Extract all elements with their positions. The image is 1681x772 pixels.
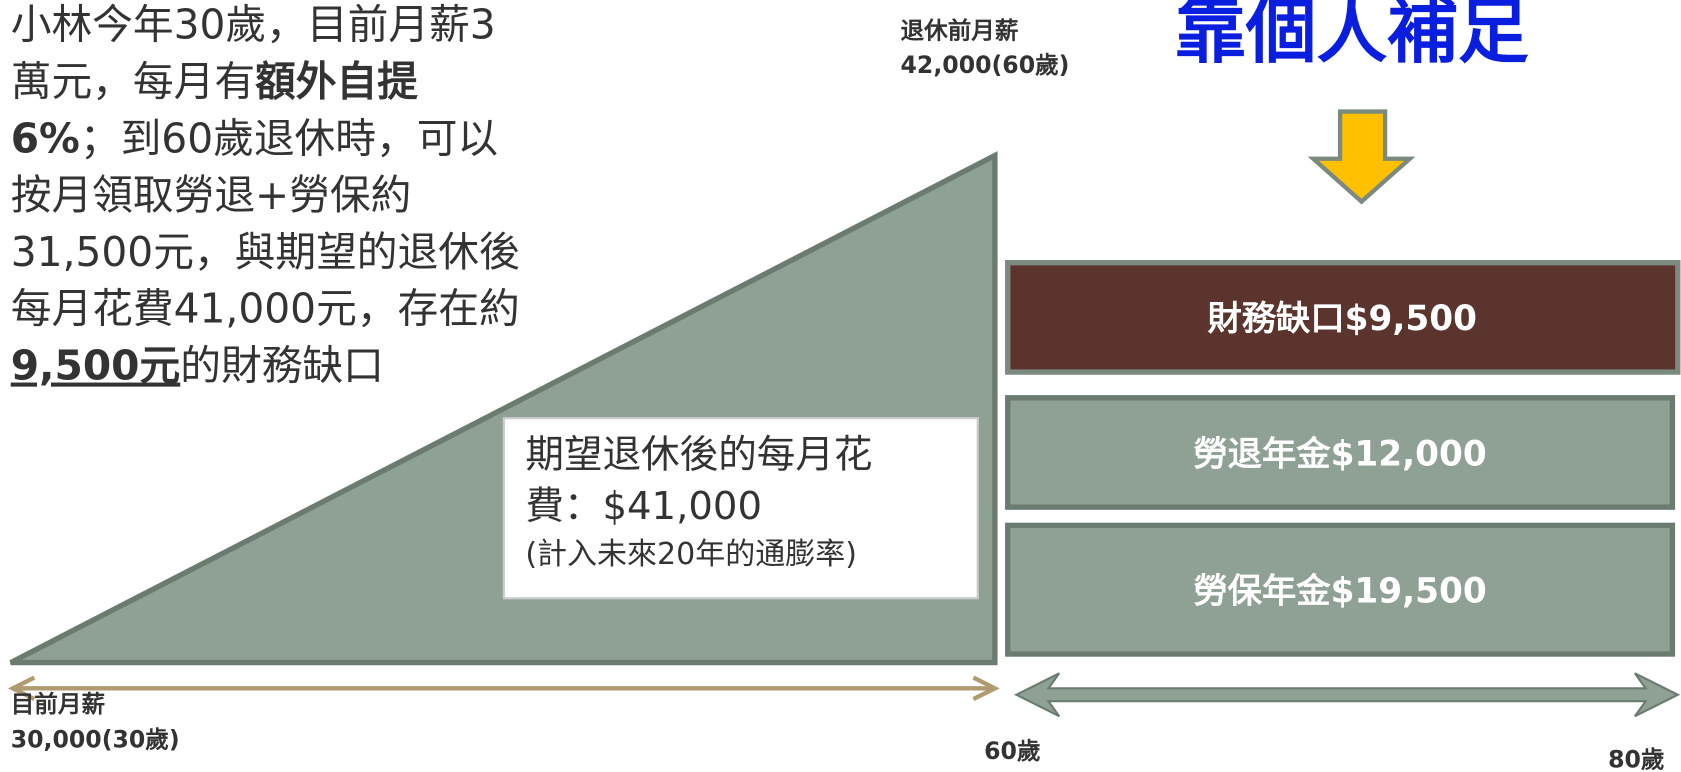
- text-segment: 按月領取勞退+勞保約: [11, 171, 412, 219]
- labor-pension-box: [1005, 395, 1676, 510]
- description-line: 31,500元，與期望的退休後: [11, 228, 520, 276]
- current-salary-value: 30,000(30歲): [11, 725, 180, 753]
- text-segment: 每月花費41,000元，存在約: [11, 285, 520, 333]
- retired-arrow: [1013, 672, 1681, 718]
- text-segment: 31,500元，與期望的退休後: [11, 228, 520, 276]
- text-segment: 額外自提: [255, 57, 418, 105]
- text-segment: 小林今年30歲，目前月薪3: [11, 1, 496, 49]
- working-arrow: [8, 675, 1000, 701]
- spending-box: [502, 417, 979, 600]
- pre-salary-value: 42,000(60歲): [901, 51, 1070, 79]
- spending-line: 期望退休後的每月花: [525, 432, 872, 477]
- text-segment: 萬元，每月有: [11, 57, 255, 105]
- text-segment: 的財務缺口: [180, 342, 384, 390]
- down-arrow: [1307, 109, 1416, 205]
- text-segment: 9,500元: [11, 342, 181, 390]
- labor-pension-label: 勞退年金$12,000: [1193, 434, 1486, 474]
- age-60: 60歲: [984, 737, 1040, 765]
- description: 小林今年30歲，目前月薪3萬元，每月有額外自提6%；到60歲退休時，可以按月領取…: [11, 1, 520, 390]
- pre-salary-label: 退休前月薪: [901, 17, 1019, 45]
- text-segment: ；到60歲退休時，可以: [80, 114, 498, 162]
- description-line: 6%；到60歲退休時，可以: [11, 114, 498, 162]
- spending-note: (計入未來20年的通膨率): [525, 537, 857, 572]
- labor-insurance-label: 勞保年金$19,500: [1193, 572, 1486, 612]
- description-line: 小林今年30歲，目前月薪3: [11, 1, 496, 49]
- description-line: 按月領取勞退+勞保約: [11, 171, 412, 219]
- spending-line: 費：$41,000: [525, 484, 762, 529]
- age-80: 80歲: [1608, 746, 1664, 772]
- description-line: 每月花費41,000元，存在約: [11, 285, 520, 333]
- text-segment: 6%: [11, 114, 80, 162]
- description-line: 9,500元的財務缺口: [11, 342, 384, 390]
- gap-box: [1005, 260, 1681, 375]
- labor-insurance-box: [1005, 522, 1676, 657]
- current-salary-label: 目前月薪: [11, 690, 105, 718]
- gap-label: 財務缺口$9,500: [1207, 299, 1477, 339]
- description-line: 萬元，每月有額外自提: [11, 57, 418, 105]
- headline: 靠個人補足: [1175, 0, 1529, 73]
